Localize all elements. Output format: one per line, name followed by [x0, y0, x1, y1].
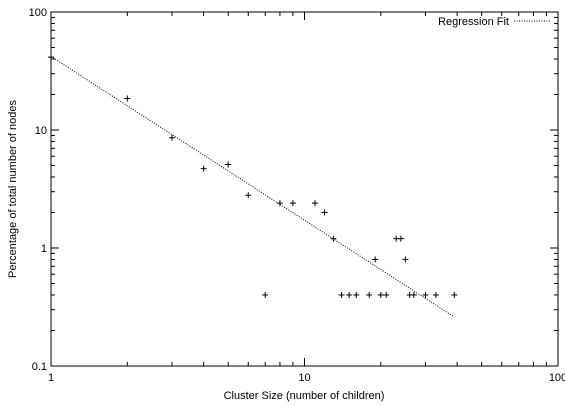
legend-label-regression-fit: Regression Fit: [438, 16, 509, 28]
data-point: [276, 200, 283, 207]
x-tick-label: 1: [48, 372, 54, 384]
data-point: [402, 256, 409, 263]
data-point: [321, 209, 328, 216]
data-point: [225, 161, 232, 168]
y-axis-label: Percentage of total number of nodes: [7, 100, 19, 278]
data-point: [410, 291, 417, 298]
data-point: [451, 291, 458, 298]
y-tick-label: 0.1: [32, 361, 47, 373]
regression-fit-segment: [50, 56, 455, 318]
data-point: [377, 291, 384, 298]
data-point: [346, 291, 353, 298]
data-point: [289, 200, 296, 207]
data-point: [200, 165, 207, 172]
data-point: [366, 291, 373, 298]
x-tick-label: 10: [298, 372, 310, 384]
data-point: [124, 95, 131, 102]
data-point: [383, 291, 390, 298]
y-tick-label: 10: [35, 125, 47, 137]
data-point: [48, 54, 54, 61]
data-point: [397, 235, 404, 242]
y-tick-label: 100: [29, 7, 47, 19]
x-axis-label: Cluster Size (number of children): [224, 390, 385, 402]
data-point: [372, 256, 379, 263]
data-point: [168, 134, 175, 141]
y-tick-label: 1: [41, 243, 47, 255]
plot-frame: [50, 11, 559, 367]
legend: Regression Fit: [438, 16, 550, 28]
data-point: [262, 291, 269, 298]
data-point: [245, 192, 252, 199]
data-point: [311, 200, 318, 207]
x-tick-label: 100: [549, 372, 565, 384]
data-point: [353, 291, 360, 298]
data-point: [330, 235, 337, 242]
data-points: [48, 54, 458, 298]
axis-ticks: [50, 12, 558, 367]
regression-fit-line: [50, 56, 455, 318]
data-point: [422, 291, 429, 298]
data-point: [338, 291, 345, 298]
data-point: [432, 291, 439, 298]
